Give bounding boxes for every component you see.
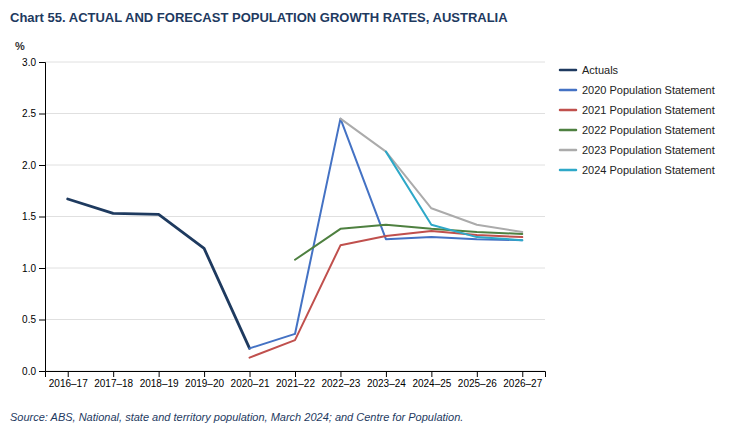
x-tick-label: 2026–27 — [503, 378, 542, 389]
y-tick-label: 2.5 — [22, 108, 36, 119]
grid-line — [45, 268, 545, 269]
x-tick-mark — [340, 371, 341, 377]
x-axis-line — [46, 372, 546, 378]
series-line — [250, 119, 523, 349]
x-tick: 2026–27 — [503, 371, 542, 389]
legend-item: 2023 Population Statement — [560, 144, 715, 156]
annotation: Source: ABS, National, state and territo… — [10, 411, 463, 423]
legend-label: 2021 Population Statement — [582, 104, 715, 116]
series-line — [386, 152, 522, 241]
grid-line — [45, 165, 545, 166]
grid-line — [45, 319, 545, 320]
x-tick: 2021–22 — [276, 371, 315, 389]
legend-swatch — [560, 109, 576, 112]
y-tick-mark — [39, 268, 45, 269]
y-axis-title: % — [15, 40, 25, 52]
x-tick-label: 2023–24 — [367, 378, 406, 389]
plot-area: 0.0 0.5 1.0 1.5 2.0 2.5 3.0 2016–17 2017–18 2018–… — [22, 57, 545, 389]
series-line — [68, 199, 250, 348]
legend-swatch — [560, 129, 576, 132]
series-line — [250, 231, 523, 358]
y-tick-mark — [39, 320, 45, 321]
grid — [45, 62, 545, 371]
y-tick: 2.0 — [22, 160, 45, 171]
x-axis: 2016–17 2017–18 2018–19 2019–20 2020–21 2021–… — [46, 371, 546, 389]
x-tick-label: 2019–20 — [185, 378, 224, 389]
legend-item: 2024 Population Statement — [560, 164, 715, 176]
y-tick-mark — [39, 114, 45, 115]
y-tick-mark — [39, 62, 45, 63]
y-tick-mark — [39, 165, 45, 166]
series-line — [340, 119, 522, 232]
x-tick: 2016–17 — [49, 371, 88, 389]
y-tick: 2.5 — [22, 108, 45, 119]
y-tick-label: 1.0 — [22, 263, 36, 274]
x-tick-mark — [522, 371, 523, 377]
y-tick-label: 3.0 — [22, 57, 36, 68]
x-tick-label: 2025–26 — [458, 378, 497, 389]
grid-line — [45, 113, 545, 114]
y-tick: 1.0 — [22, 263, 45, 274]
legend-item: 2021 Population Statement — [560, 104, 715, 116]
x-tick-label: 2021–22 — [276, 378, 315, 389]
legend-item: Actuals — [560, 64, 619, 76]
x-tick-label: 2017–18 — [94, 378, 133, 389]
legend-item: 2020 Population Statement — [560, 84, 715, 96]
legend: Actuals 2020 Population Statement 2021 Pop… — [560, 64, 715, 176]
x-tick-mark — [159, 371, 160, 377]
x-tick-label: 2016–17 — [49, 378, 88, 389]
y-tick-label: 2.0 — [22, 160, 36, 171]
x-tick-mark — [250, 371, 251, 377]
legend-label: 2024 Population Statement — [582, 164, 715, 176]
legend-item: 2022 Population Statement — [560, 124, 715, 136]
x-tick-mark — [386, 371, 387, 377]
legend-label: 2023 Population Statement — [582, 144, 715, 156]
legend-swatch — [560, 149, 576, 152]
x-tick: 2024–25 — [412, 371, 451, 389]
x-tick-label: 2018–19 — [140, 378, 179, 389]
chart: 0.0 0.5 1.0 1.5 2.0 2.5 3.0 2016–17 2017–18 2018–… — [0, 0, 745, 433]
legend-swatch — [560, 89, 576, 92]
lines — [68, 119, 523, 358]
y-tick: 3.0 — [22, 57, 45, 68]
y-tick: 0.0 — [22, 366, 45, 377]
x-tick: 2018–19 — [140, 371, 179, 389]
grid-line — [45, 216, 545, 217]
y-tick-mark — [39, 217, 45, 218]
title: Chart 55. ACTUAL AND FORECAST POPULATION… — [10, 10, 508, 25]
y-tick-label: 0.5 — [22, 314, 36, 325]
x-tick: 2020–21 — [231, 371, 270, 389]
y-tick: 1.5 — [22, 211, 45, 222]
x-tick: 2022–23 — [321, 371, 360, 389]
x-tick: 2019–20 — [185, 371, 224, 389]
x-tick-label: 2022–23 — [321, 378, 360, 389]
y-axis: 0.0 0.5 1.0 1.5 2.0 2.5 3.0 — [22, 57, 45, 377]
x-tick: 2017–18 — [94, 371, 133, 389]
x-tick: 2023–24 — [367, 371, 406, 389]
x-tick-label: 2024–25 — [412, 378, 451, 389]
legend-swatch — [560, 169, 576, 172]
y-axis-line — [39, 63, 46, 372]
x-tick-mark — [204, 371, 205, 377]
legend-label: Actuals — [582, 64, 619, 76]
legend-label: 2020 Population Statement — [582, 84, 715, 96]
x-tick-mark — [477, 371, 478, 377]
y-tick: 0.5 — [22, 314, 45, 325]
x-tick-mark — [113, 371, 114, 377]
y-tick-label: 0.0 — [22, 366, 36, 377]
grid-line — [45, 62, 545, 63]
x-tick-label: 2020–21 — [231, 378, 270, 389]
y-tick-label: 1.5 — [22, 211, 36, 222]
y-tick-mark — [39, 371, 45, 372]
legend-label: 2022 Population Statement — [582, 124, 715, 136]
legend-swatch — [560, 69, 576, 72]
series-line — [295, 225, 522, 260]
x-tick-mark — [431, 371, 432, 377]
x-tick-mark — [295, 371, 296, 377]
x-tick: 2025–26 — [458, 371, 497, 389]
x-tick-mark — [68, 371, 69, 377]
